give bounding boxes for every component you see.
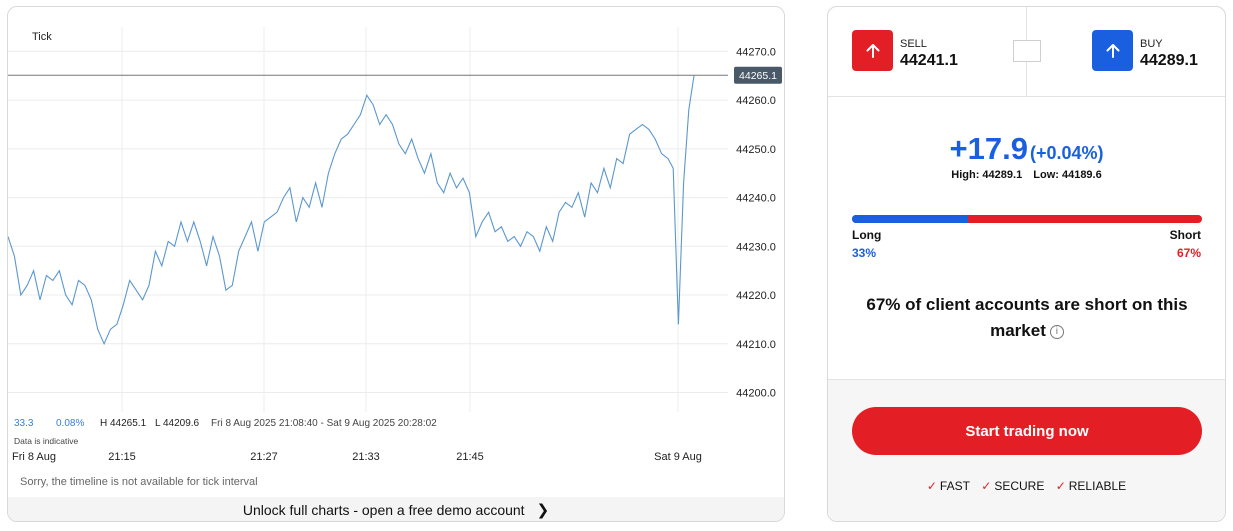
sell-label: SELL (900, 38, 927, 50)
badge-label: SECURE (994, 479, 1045, 493)
y-tick-label: 44220.0 (736, 290, 776, 302)
short-label: Short (1169, 228, 1201, 242)
sentence-pre: 67% of client accounts are (866, 295, 1080, 314)
section-divider (828, 379, 1225, 380)
price-chart[interactable]: Tick 44270.0 44260.0 44250.0 44240.0 44230.0… (8, 7, 785, 497)
buy-label: BUY (1140, 38, 1163, 50)
sentence-post: on this market (990, 295, 1188, 340)
stat-high: H 44265.1 (100, 418, 147, 429)
x-tick-label: Fri 8 Aug (12, 451, 56, 463)
price-line (8, 75, 695, 346)
unlock-text: Unlock full charts - open a free demo ac… (242, 502, 525, 518)
sentence-bold: short (1084, 295, 1128, 314)
y-tick-label: 44240.0 (736, 193, 776, 205)
check-icon: ✓ (1055, 479, 1066, 493)
short-percent: 67% (1176, 246, 1201, 260)
y-tick-label: 44230.0 (736, 241, 776, 253)
buy-price: 44289.1 (1140, 52, 1198, 69)
stat-value2: 0.08% (56, 418, 84, 429)
data-note: Data is indicative (14, 436, 79, 446)
sell-price: 44241.1 (900, 52, 958, 69)
long-label: Long (852, 228, 882, 242)
y-tick-label: 44200.0 (736, 388, 776, 400)
unlock-charts-link[interactable]: Unlock full charts - open a free demo ac… (8, 497, 784, 521)
sell-button[interactable] (852, 30, 893, 71)
high-low-row: High: 44289.1 Low: 44189.6 (828, 169, 1225, 181)
change-percent: (+0.04%) (1029, 143, 1104, 163)
x-tick-label: 21:45 (456, 451, 484, 463)
interval-label: Tick (32, 31, 52, 43)
y-tick-label: 44210.0 (736, 339, 776, 351)
price-change: +17.9 (+0.04%) (828, 131, 1225, 167)
y-tick-label: 44250.0 (736, 144, 776, 156)
check-icon: ✓ (926, 479, 937, 493)
current-price-box (734, 66, 782, 84)
check-icon: ✓ (981, 479, 992, 493)
change-value: +17.9 (949, 131, 1028, 166)
stat-range: Fri 8 Aug 2025 21:08:40 - Sat 9 Aug 2025… (211, 418, 437, 429)
y-tick-label: 44270.0 (736, 46, 776, 58)
current-price-label: 44265.1 (739, 70, 777, 82)
sentiment-sentence: 67% of client accounts are short on this… (848, 292, 1206, 344)
x-tick-label: 21:27 (250, 451, 278, 463)
arrow-up-icon (1106, 43, 1119, 58)
badge-secure: ✓ SECURE (981, 479, 1044, 493)
y-tick-label: 44260.0 (736, 95, 776, 107)
trust-badges: ✓ FAST ✓ SECURE ✓ RELIABLE (828, 479, 1225, 493)
start-trading-button[interactable]: Start trading now (852, 407, 1202, 455)
x-tick-label: 21:15 (108, 451, 136, 463)
day-high: High: 44289.1 (951, 169, 1023, 181)
x-tick-label: Sat 9 Aug (654, 451, 702, 463)
buy-button[interactable] (1092, 30, 1133, 71)
arrow-up-icon (866, 43, 879, 58)
long-percent: 33% (852, 246, 877, 260)
quantity-input[interactable] (1013, 40, 1041, 62)
trade-panel: SELL 44241.1 BUY 44289.1 +17.9 (+0.04%) H… (827, 6, 1226, 522)
sentiment-bar (852, 215, 1202, 223)
quote-row: SELL 44241.1 BUY 44289.1 (828, 7, 1225, 97)
badge-fast: ✓ FAST (927, 479, 970, 493)
badge-reliable: ✓ RELIABLE (1056, 479, 1126, 493)
badge-label: RELIABLE (1068, 479, 1127, 493)
x-tick-label: 21:33 (352, 451, 380, 463)
day-low: Low: 44189.6 (1033, 169, 1102, 181)
stat-value1: 33.3 (14, 418, 34, 429)
stat-low: L 44209.6 (155, 418, 200, 429)
timeline-message: Sorry, the timeline is not available for… (20, 476, 258, 488)
badge-label: FAST (939, 479, 970, 493)
chevron-right-icon: ❯ (536, 502, 550, 519)
chart-panel: Tick 44270.0 44260.0 44250.0 44240.0 44230.0… (7, 6, 785, 522)
info-icon[interactable]: i (1049, 325, 1064, 339)
sentiment-long-fill (852, 215, 968, 223)
